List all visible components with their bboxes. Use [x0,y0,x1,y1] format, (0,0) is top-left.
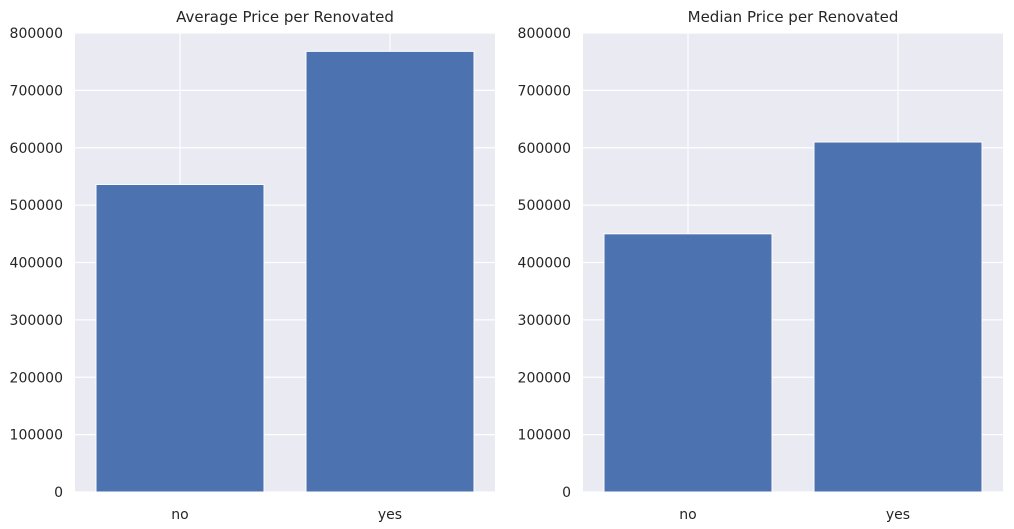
average-price-y-tick-label: 0 [54,485,63,501]
median-price-x-tick-label-yes: yes [886,507,910,523]
median-price-y-tick-label: 500000 [518,198,571,214]
median-price-y-tick-label: 700000 [518,83,571,99]
average-price-x-tick-label-yes: yes [378,507,402,523]
median-price-y-tick-label: 200000 [518,370,571,386]
average-price-bar-no [95,183,265,493]
average-price-y-tick-label: 200000 [10,370,63,386]
average-price-y-tick-label: 600000 [10,141,63,157]
average-price-chart: Average Price per Renovated 0 100000 20000… [10,8,495,523]
average-price-chart-title: Average Price per Renovated [176,8,394,26]
median-price-y-tick-label: 800000 [518,26,571,42]
median-price-y-tick-label: 600000 [518,141,571,157]
median-price-x-tick-label-no: no [679,507,696,523]
median-price-y-tick-label: 0 [562,485,571,501]
median-price-chart-title: Median Price per Renovated [688,8,899,26]
median-price-y-tick-label: 100000 [518,428,571,444]
average-price-y-tick-label: 700000 [10,83,63,99]
average-price-y-tick-label: 400000 [10,256,63,272]
average-price-y-tick-label: 100000 [10,428,63,444]
average-price-y-tick-label: 800000 [10,26,63,42]
median-price-y-tick-label: 400000 [518,256,571,272]
median-price-bar-yes [813,141,983,493]
average-price-x-tick-label-no: no [171,507,188,523]
median-price-y-tick-label: 300000 [518,313,571,329]
median-price-bar-no [603,233,773,493]
average-price-y-tick-label: 300000 [10,313,63,329]
average-price-bar-yes [305,50,475,493]
median-price-chart: Median Price per Renovated 0 100000 200000… [518,8,1003,523]
average-price-y-tick-label: 500000 [10,198,63,214]
